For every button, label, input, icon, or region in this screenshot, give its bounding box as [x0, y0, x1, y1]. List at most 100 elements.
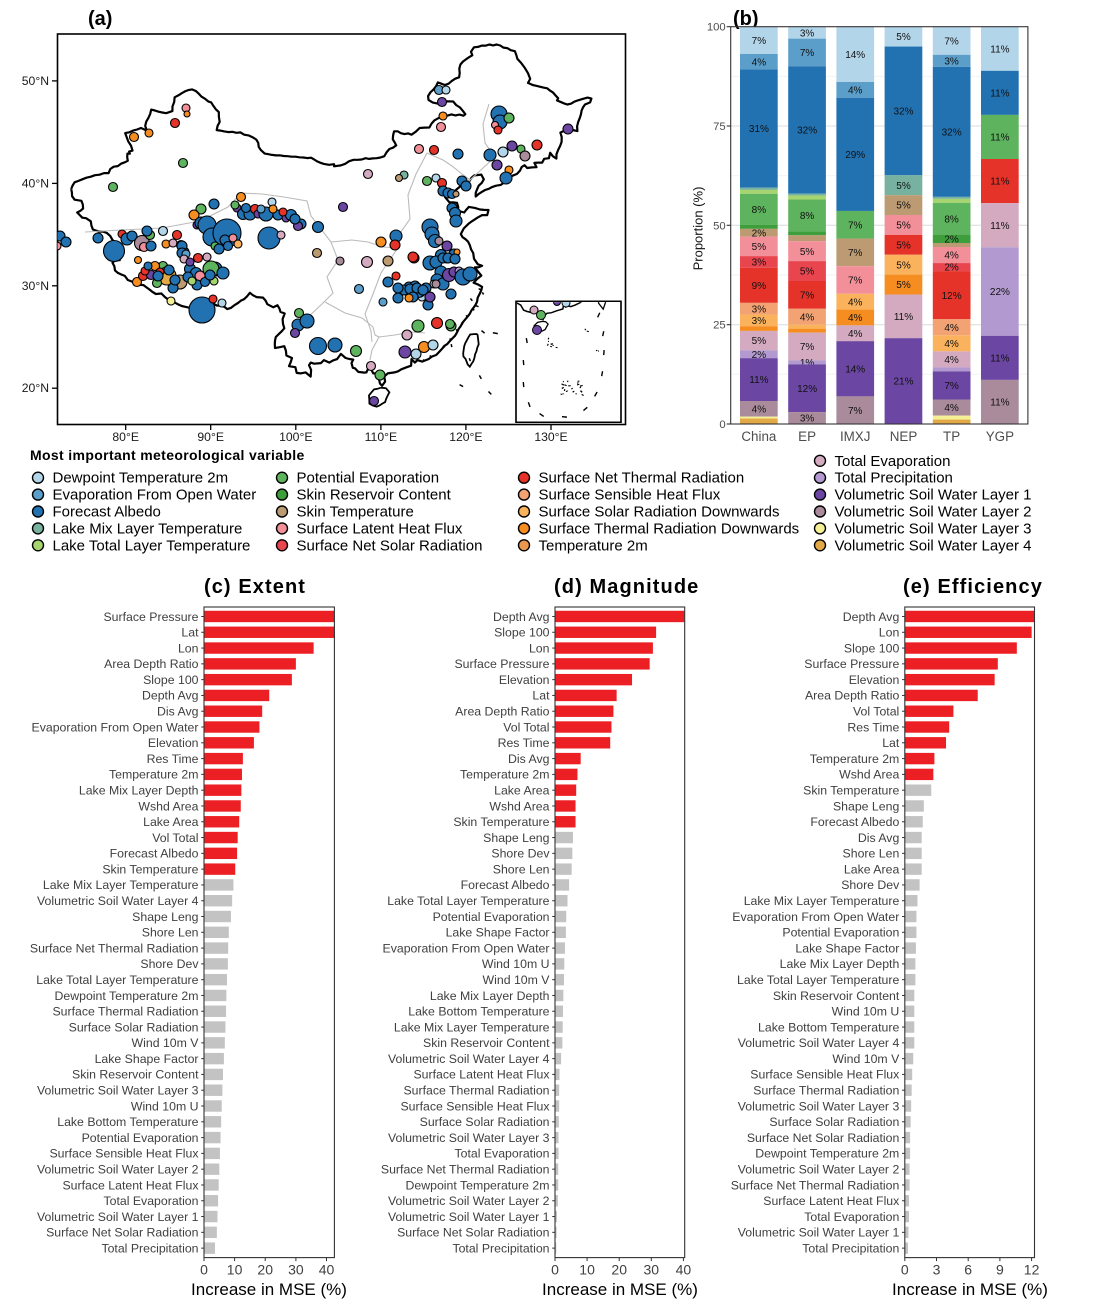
svg-text:4%: 4%: [752, 57, 767, 68]
svg-text:29%: 29%: [845, 150, 865, 161]
svg-text:11%: 11%: [894, 312, 913, 323]
svg-text:Depth Avg: Depth Avg: [142, 689, 199, 703]
svg-text:Volumetric Soil Water Layer 1: Volumetric Soil Water Layer 1: [37, 1210, 199, 1224]
svg-text:Lake Shape Factor: Lake Shape Factor: [795, 941, 899, 955]
svg-text:YGP: YGP: [986, 429, 1014, 444]
svg-text:11%: 11%: [990, 89, 1009, 100]
svg-text:Shore Dev: Shore Dev: [841, 878, 900, 892]
svg-text:7%: 7%: [848, 406, 863, 417]
svg-text:Area Depth Ratio: Area Depth Ratio: [805, 689, 899, 703]
svg-text:30: 30: [644, 1262, 660, 1278]
svg-text:32%: 32%: [942, 127, 962, 138]
svg-text:Evaporation From Open Water: Evaporation From Open Water: [53, 487, 257, 504]
svg-text:Wind 10m U: Wind 10m U: [131, 1099, 199, 1113]
svg-text:Lake Area: Lake Area: [143, 815, 199, 829]
svg-text:Surface Solar Radiation: Surface Solar Radiation: [769, 1115, 899, 1129]
svg-text:Increase in MSE (%): Increase in MSE (%): [191, 1280, 347, 1299]
svg-text:5%: 5%: [752, 242, 767, 253]
svg-text:(c) Extent: (c) Extent: [204, 576, 306, 598]
svg-text:Volumetric Soil Water Layer 1: Volumetric Soil Water Layer 1: [835, 487, 1032, 504]
svg-text:21%: 21%: [893, 377, 913, 388]
svg-text:Temperature 2m: Temperature 2m: [810, 752, 900, 766]
svg-text:11%: 11%: [990, 44, 1009, 55]
svg-text:Surface Thermal Radiation Down: Surface Thermal Radiation Downwards: [539, 520, 800, 537]
svg-text:Total Evaporation: Total Evaporation: [103, 1194, 198, 1208]
svg-text:Surface Solar Radiation: Surface Solar Radiation: [420, 1115, 550, 1129]
svg-text:5%: 5%: [752, 336, 767, 347]
svg-text:Lat: Lat: [181, 626, 199, 640]
svg-text:Skin Reservoir Content: Skin Reservoir Content: [72, 1068, 199, 1082]
svg-text:20: 20: [257, 1262, 273, 1278]
svg-text:Surface Sensible Heat Flux: Surface Sensible Heat Flux: [750, 1068, 900, 1082]
svg-text:8%: 8%: [800, 211, 815, 222]
svg-text:Proportion (%): Proportion (%): [691, 187, 706, 271]
svg-text:Temperature 2m: Temperature 2m: [539, 537, 648, 554]
svg-text:Dis Avg: Dis Avg: [157, 705, 199, 719]
svg-text:Potential Evaporation: Potential Evaporation: [297, 470, 440, 487]
svg-text:Total Precipitation: Total Precipitation: [835, 470, 953, 487]
svg-text:11%: 11%: [990, 133, 1009, 144]
svg-text:4%: 4%: [944, 323, 959, 334]
svg-text:Vol Total: Vol Total: [152, 831, 198, 845]
svg-text:0: 0: [200, 1262, 208, 1278]
svg-text:Forecast Albedo: Forecast Albedo: [461, 878, 550, 892]
svg-text:11%: 11%: [990, 177, 1009, 188]
svg-text:11%: 11%: [990, 353, 1009, 364]
svg-text:Elevation: Elevation: [499, 673, 550, 687]
svg-text:50°N: 50°N: [22, 74, 49, 88]
svg-text:4%: 4%: [800, 312, 815, 323]
svg-text:Wshd Area: Wshd Area: [489, 799, 549, 813]
svg-text:Slope 100: Slope 100: [494, 626, 550, 640]
svg-text:NEP: NEP: [890, 429, 918, 444]
svg-text:3%: 3%: [752, 316, 767, 327]
svg-text:Lake Bottom Temperature: Lake Bottom Temperature: [408, 1005, 549, 1019]
svg-text:Potential Evaporation: Potential Evaporation: [782, 926, 899, 940]
svg-text:Lon: Lon: [178, 641, 199, 655]
svg-text:Area Depth Ratio: Area Depth Ratio: [455, 705, 549, 719]
svg-text:Surface Sensible Heat Flux: Surface Sensible Heat Flux: [49, 1147, 199, 1161]
svg-text:Vol Total: Vol Total: [503, 720, 549, 734]
svg-text:Surface Thermal Radiation: Surface Thermal Radiation: [753, 1084, 899, 1098]
svg-text:Lake Shape Factor: Lake Shape Factor: [446, 926, 550, 940]
svg-text:30: 30: [288, 1262, 304, 1278]
svg-text:Skin Reservoir Content: Skin Reservoir Content: [773, 989, 900, 1003]
svg-text:Lake Area: Lake Area: [844, 862, 900, 876]
svg-text:4%: 4%: [944, 251, 959, 262]
svg-text:4%: 4%: [944, 355, 959, 366]
svg-text:Lake Total Layer Temperature: Lake Total Layer Temperature: [53, 537, 251, 554]
svg-text:Skin Temperature: Skin Temperature: [453, 815, 549, 829]
svg-text:2%: 2%: [944, 263, 959, 274]
svg-text:80°E: 80°E: [112, 430, 139, 444]
svg-text:2%: 2%: [944, 235, 959, 246]
svg-text:Skin Temperature: Skin Temperature: [297, 504, 414, 521]
svg-text:Evaporation From Open Water: Evaporation From Open Water: [32, 720, 199, 734]
svg-text:Surface Latent Heat Flux: Surface Latent Heat Flux: [297, 520, 463, 537]
svg-text:6: 6: [964, 1262, 972, 1278]
svg-text:0: 0: [719, 419, 725, 431]
svg-text:7%: 7%: [800, 48, 815, 59]
svg-text:Volumetric Soil Water Layer 2: Volumetric Soil Water Layer 2: [835, 504, 1032, 521]
svg-text:Forecast Albedo: Forecast Albedo: [810, 815, 899, 829]
svg-text:Dewpoint Temperature 2m: Dewpoint Temperature 2m: [53, 470, 229, 487]
svg-text:Shore Dev: Shore Dev: [491, 847, 550, 861]
svg-text:Surface Net Solar Radiation: Surface Net Solar Radiation: [46, 1226, 199, 1240]
svg-text:32%: 32%: [797, 126, 817, 137]
svg-text:7%: 7%: [848, 248, 863, 259]
svg-text:50: 50: [713, 220, 726, 232]
svg-text:Total Precipitation: Total Precipitation: [802, 1241, 899, 1255]
svg-text:5%: 5%: [896, 201, 911, 212]
svg-text:Lake Area: Lake Area: [494, 783, 550, 797]
svg-text:0: 0: [551, 1262, 559, 1278]
svg-text:Evaporation From Open Water: Evaporation From Open Water: [732, 910, 899, 924]
svg-text:Volumetric Soil Water Layer 2: Volumetric Soil Water Layer 2: [738, 1162, 900, 1176]
svg-text:Lake Mix Layer Depth: Lake Mix Layer Depth: [780, 957, 900, 971]
svg-text:Wind 10m U: Wind 10m U: [482, 957, 550, 971]
svg-text:Surface Net Thermal Radiation: Surface Net Thermal Radiation: [731, 1178, 900, 1192]
svg-text:Forecast Albedo: Forecast Albedo: [110, 847, 199, 861]
svg-text:(b): (b): [733, 8, 759, 30]
svg-text:7%: 7%: [848, 220, 863, 231]
svg-text:7%: 7%: [800, 342, 815, 353]
svg-text:Shore Len: Shore Len: [493, 862, 550, 876]
svg-text:Surface Net Solar Radiation: Surface Net Solar Radiation: [397, 1226, 550, 1240]
svg-text:Dewpoint Temperature 2m: Dewpoint Temperature 2m: [406, 1178, 550, 1192]
